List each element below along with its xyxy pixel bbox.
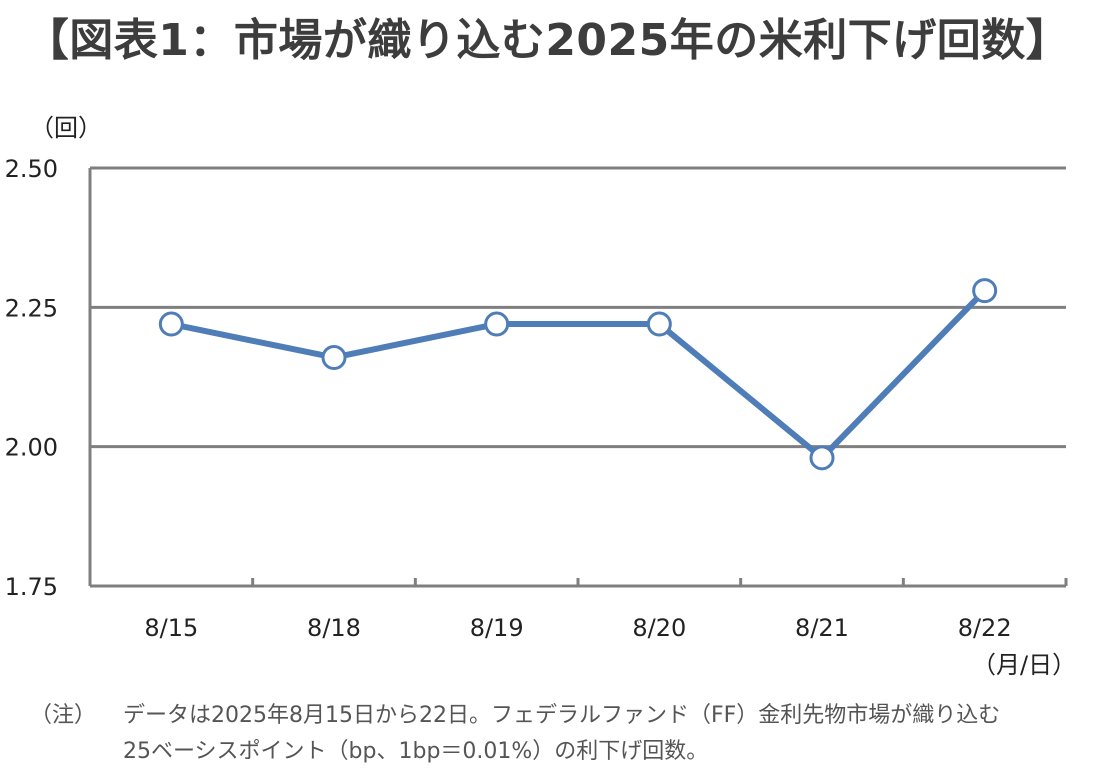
data-point-marker <box>809 445 835 471</box>
note-text-line-1: データは2025年8月15日から22日。フェデラルファンド（FF）金利先物市場が… <box>123 703 1001 728</box>
gridlines <box>90 166 1066 449</box>
line-chart: 1.75 2.00 2.25 2.50 8/15 8/18 8/19 8/20 8/21 8/2… <box>5 155 1068 642</box>
data-points <box>158 278 998 471</box>
x-tick-label: 8/19 <box>470 614 524 642</box>
y-tick-labels: 1.75 2.00 2.25 2.50 <box>5 155 58 601</box>
series-line <box>170 288 987 461</box>
x-tick-label: 8/21 <box>795 614 849 642</box>
x-axis-unit: （月/日） <box>972 651 1077 679</box>
y-tick-label: 2.00 <box>5 434 58 462</box>
data-point-marker <box>972 278 998 304</box>
x-tick-label: 8/15 <box>144 614 198 642</box>
y-tick-label: 2.50 <box>5 155 58 183</box>
y-axis-unit: （回） <box>30 114 102 142</box>
data-point-marker <box>158 311 184 337</box>
x-tick-labels: 8/15 8/18 8/19 8/20 8/21 8/22 <box>144 614 1011 642</box>
series-line-path <box>170 288 987 461</box>
data-point-marker <box>646 311 672 337</box>
axes <box>88 168 1068 588</box>
chart-title: 【図表1：市場が織り込む2025年の米利下げ回数】 <box>24 15 1071 66</box>
data-point-marker <box>484 311 510 337</box>
data-point-marker <box>321 344 347 370</box>
note-label: （注） <box>30 703 97 728</box>
y-tick-label: 1.75 <box>5 573 58 601</box>
x-tick-label: 8/22 <box>958 614 1012 642</box>
y-tick-label: 2.25 <box>5 294 58 322</box>
x-tick-label: 8/18 <box>307 614 361 642</box>
note-text-line-2: 25ベーシスポイント（bp、1bp＝0.01%）の利下げ回数。 <box>123 739 709 764</box>
x-tick-label: 8/20 <box>632 614 686 642</box>
